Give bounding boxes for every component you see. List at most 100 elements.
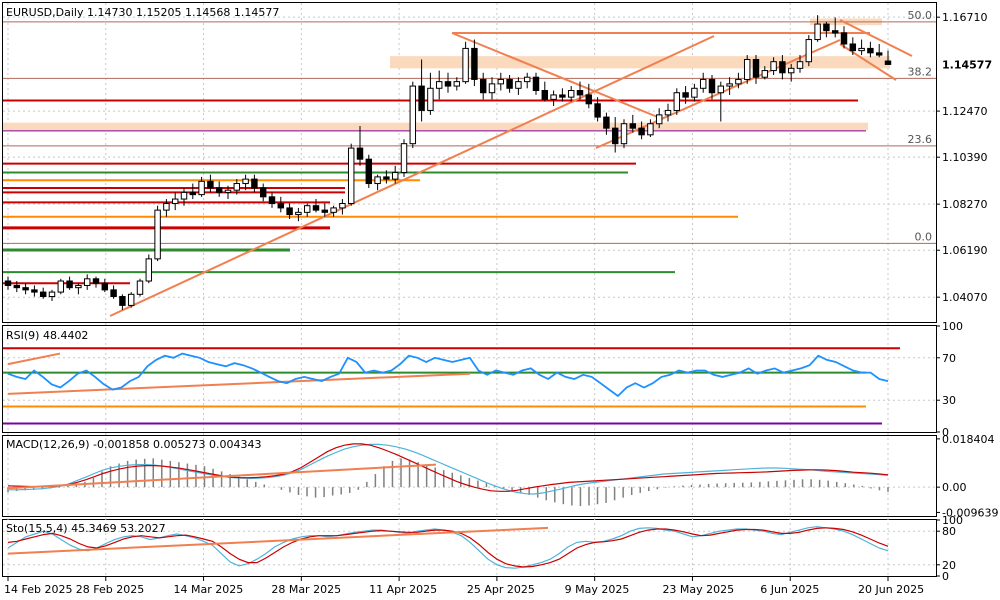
macd-trendline <box>7 463 437 490</box>
bullish-candle <box>427 87 434 111</box>
bearish-candle <box>365 158 373 185</box>
bearish-candle <box>101 282 109 291</box>
bullish-candle <box>136 280 144 295</box>
bearish-candle <box>277 202 285 209</box>
bearish-candle <box>779 61 786 74</box>
bearish-candle <box>708 78 716 94</box>
bearish-candle <box>532 76 540 92</box>
axis-tick-label: 100 <box>942 320 963 333</box>
trendline <box>839 43 897 81</box>
bearish-candle <box>259 187 267 198</box>
fib-level-label: 0.0 <box>915 230 933 243</box>
bullish-candle <box>497 78 505 85</box>
bullish-candle <box>647 123 654 136</box>
bearish-candle <box>312 205 320 211</box>
bearish-candle <box>321 209 329 213</box>
bearish-candle <box>31 289 38 293</box>
rsi-pane-frame <box>2 325 937 433</box>
bullish-candle <box>339 202 346 209</box>
bullish-candle <box>717 85 725 94</box>
trendlines <box>109 19 913 317</box>
bullish-candle <box>180 191 188 200</box>
stoch-pane-frame <box>2 519 937 577</box>
bearish-candle <box>752 58 760 78</box>
time-tick-label: 9 May 2025 <box>565 583 630 596</box>
bullish-candle <box>620 123 628 145</box>
axis-tick-label: 0.00 <box>942 481 967 494</box>
bearish-candle <box>594 103 601 118</box>
axis-tick-label: 70 <box>942 352 956 365</box>
bullish-candle <box>453 81 461 87</box>
price-tick-label: 1.08270 <box>942 198 988 211</box>
stoch-trendline <box>7 526 549 555</box>
price-pane-title: EURUSD,Daily 1.14730 1.15205 1.14568 1.1… <box>6 6 279 19</box>
axis-tick-label: 30 <box>942 394 956 407</box>
rsi-line <box>7 352 889 398</box>
bearish-candle <box>4 280 12 286</box>
bullish-candle <box>374 176 381 185</box>
trendline <box>109 35 715 317</box>
time-tick-label: 14 Mar 2025 <box>174 583 244 596</box>
macd-signal-line <box>7 443 889 492</box>
bullish-candle <box>242 178 249 185</box>
bearish-candle <box>559 94 566 98</box>
price-tick-label: 1.04070 <box>942 291 988 304</box>
bearish-candle <box>119 296 126 306</box>
bearish-candle <box>22 287 29 291</box>
candlesticks <box>4 15 892 310</box>
bearish-candle <box>92 278 100 284</box>
bullish-candle <box>515 81 522 89</box>
bullish-candle <box>224 189 232 193</box>
axis-tick-label: 0 <box>942 426 949 439</box>
time-tick-label: 20 Jun 2025 <box>858 583 924 596</box>
bullish-candle <box>435 81 443 89</box>
rsi-trendline <box>7 372 471 395</box>
price-tick-label: 1.06190 <box>942 244 988 257</box>
fib-zone <box>3 122 868 131</box>
bearish-candle <box>840 32 848 45</box>
bullish-candle <box>743 58 751 80</box>
current-price-label: 1.14577 <box>942 58 992 71</box>
bullish-candle <box>409 85 417 145</box>
bullish-candle <box>699 78 707 89</box>
current-price-tag <box>937 56 999 73</box>
bullish-candle <box>145 258 153 282</box>
bearish-candle <box>39 291 47 298</box>
axis-tick-label: -0.009639 <box>942 506 998 519</box>
bearish-candle <box>867 47 874 54</box>
bearish-candle <box>444 81 452 87</box>
bearish-candle <box>875 52 883 56</box>
price-tick-label: 1.10390 <box>942 151 988 164</box>
fib-level-label: 23.6 <box>908 133 933 146</box>
bullish-candle <box>462 47 469 83</box>
stoch-pane-title: Sto(15,5,4) 45.3469 53.2027 <box>6 522 166 535</box>
bullish-candle <box>488 83 496 94</box>
time-tick-label: 14 Feb 2025 <box>4 583 72 596</box>
pane-frames <box>2 2 937 577</box>
bullish-candle <box>295 211 302 216</box>
bullish-candle <box>347 147 355 204</box>
bullish-candle <box>567 90 575 98</box>
bullish-candle <box>523 76 531 83</box>
rsi-pane: 100 70 30 0 <box>3 320 963 439</box>
bearish-candle <box>823 23 830 32</box>
bullish-candle <box>154 209 161 260</box>
time-tick-label: 6 Jun 2025 <box>760 583 819 596</box>
time-tick-label: 28 Feb 2025 <box>76 583 144 596</box>
price-axis: 1.16710 1.14577 1.12470 1.10390 1.08270 1.061… <box>936 11 999 304</box>
bullish-candle <box>796 61 804 69</box>
bearish-candle <box>383 176 390 180</box>
bearish-candle <box>576 90 584 96</box>
bearish-candle <box>884 60 892 65</box>
bullish-candle <box>550 94 557 100</box>
time-tick-label: 23 May 2025 <box>662 583 734 596</box>
bullish-candle <box>400 143 408 173</box>
bearish-candle <box>215 187 223 193</box>
rsi-pane-title: RSI(9) 48.4402 <box>6 329 88 342</box>
axis-tick-label: 0 <box>942 570 949 583</box>
axis-tick-label: 100 <box>942 514 963 527</box>
bearish-candle <box>638 127 645 136</box>
time-axis: 14 Feb 2025 28 Feb 2025 14 Mar 2025 28 Mar … <box>4 577 924 596</box>
